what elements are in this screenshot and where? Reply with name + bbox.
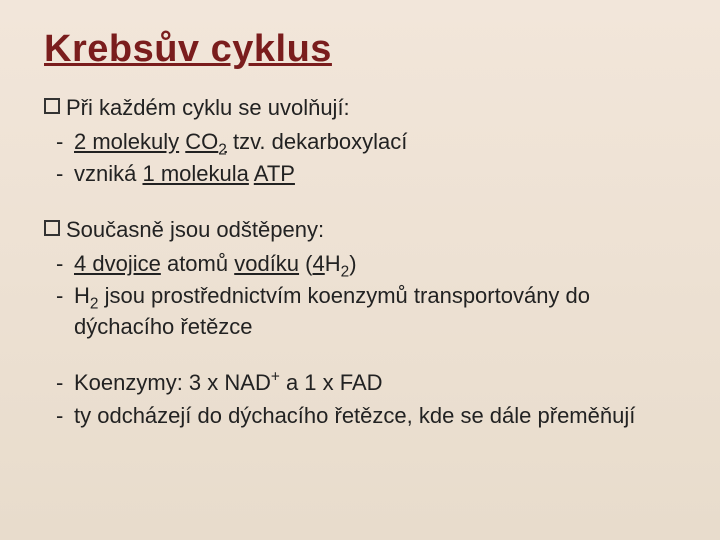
- underlined-text: 1 molekula: [142, 161, 248, 186]
- text: H2: [325, 251, 349, 276]
- list-item: 4 dvojice atomů vodíku (4H2): [56, 249, 676, 279]
- section-2-list: 4 dvojice atomů vodíku (4H2) H2 jsou pro…: [44, 249, 676, 342]
- underlined-text: vodíku: [234, 251, 299, 276]
- section-1-lead: Při každém cyklu se uvolňují:: [44, 93, 676, 123]
- text: H2: [74, 283, 98, 308]
- section-1-list: 2 molekuly CO2 tzv. dekarboxylací vzniká…: [44, 127, 676, 190]
- underlined-text: CO2: [185, 129, 227, 154]
- section-2: Současně jsou odštěpeny: 4 dvojice atomů…: [44, 215, 676, 342]
- underlined-text: 4: [313, 251, 325, 276]
- text: tzv. dekarboxylací: [227, 129, 408, 154]
- section-2-lead: Současně jsou odštěpeny:: [44, 215, 676, 245]
- text: vzniká: [74, 161, 142, 186]
- underlined-text: ATP: [254, 161, 295, 186]
- list-item: ty odcházejí do dýchacího řetězce, kde s…: [56, 401, 676, 431]
- text: atomů: [161, 251, 234, 276]
- section-1-lead-text: Při každém cyklu se uvolňují:: [66, 93, 350, 123]
- text: ): [349, 251, 356, 276]
- text: (: [299, 251, 312, 276]
- list-item: H2 jsou prostřednictvím koenzymů transpo…: [56, 281, 676, 342]
- underlined-text: 2 molekuly: [74, 129, 179, 154]
- text: ty odcházejí do dýchacího řetězce, kde s…: [74, 403, 635, 428]
- list-item: 2 molekuly CO2 tzv. dekarboxylací: [56, 127, 676, 157]
- list-item: vzniká 1 molekula ATP: [56, 159, 676, 189]
- checkbox-icon: [44, 98, 60, 114]
- underlined-text: 4 dvojice: [74, 251, 161, 276]
- section-1: Při každém cyklu se uvolňují: 2 molekuly…: [44, 93, 676, 189]
- text: jsou prostřednictvím koenzymů transporto…: [74, 283, 590, 338]
- checkbox-icon: [44, 220, 60, 236]
- section-3-list: Koenzymy: 3 x NAD+ a 1 x FAD ty odcházej…: [44, 368, 676, 431]
- text: Koenzymy: 3 x NAD+ a 1 x FAD: [74, 370, 383, 395]
- page-title: Krebsův cyklus: [44, 28, 676, 71]
- list-item: Koenzymy: 3 x NAD+ a 1 x FAD: [56, 368, 676, 398]
- section-2-lead-text: Současně jsou odštěpeny:: [66, 215, 324, 245]
- section-3: Koenzymy: 3 x NAD+ a 1 x FAD ty odcházej…: [44, 368, 676, 431]
